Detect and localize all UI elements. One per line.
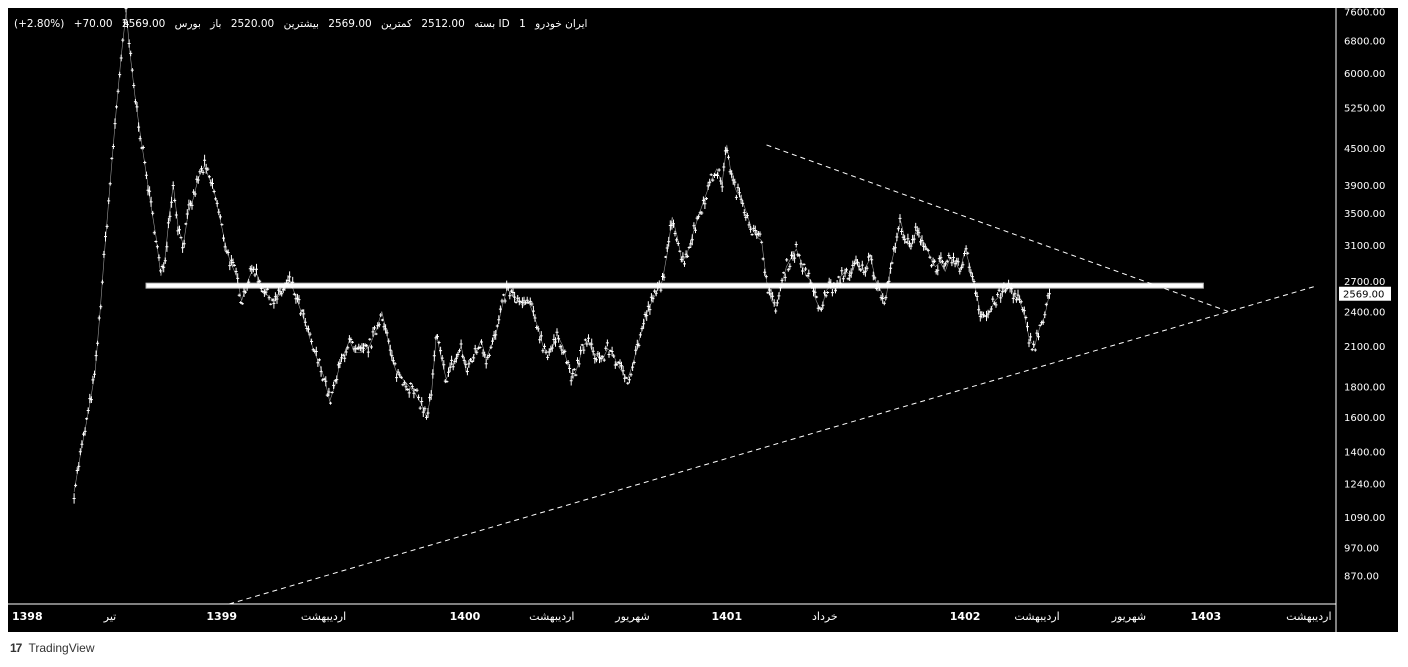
y-tick-label: 2700.00 xyxy=(1344,277,1385,288)
legend-timeframe[interactable]: 1 xyxy=(519,18,526,30)
last-price-badge xyxy=(1339,286,1391,301)
y-tick-label: 5250.00 xyxy=(1344,104,1385,115)
legend-high-value: 2569.00 xyxy=(328,18,372,30)
price-series-line xyxy=(73,11,1050,492)
legend-low-value: 2512.00 xyxy=(421,18,465,30)
y-tick-label: 1600.00 xyxy=(1344,413,1385,424)
y-tick-label: 1240.00 xyxy=(1344,479,1385,490)
x-tick-label: شهریور xyxy=(1111,610,1146,623)
x-tick-label: 1399 xyxy=(206,610,237,623)
y-tick-label: 2100.00 xyxy=(1344,342,1385,353)
y-tick-label: 1800.00 xyxy=(1344,382,1385,393)
x-tick-label: 1398 xyxy=(12,610,43,623)
y-tick-label: 970.00 xyxy=(1344,543,1379,554)
legend-open-label: باز xyxy=(210,18,222,30)
y-tick-label: 3900.00 xyxy=(1344,181,1385,192)
legend-open-value: 2520.00 xyxy=(230,18,275,30)
y-tick-label: 3500.00 xyxy=(1344,209,1385,220)
x-tick-label: تیر xyxy=(103,610,116,623)
y-tick-label: 1090.00 xyxy=(1344,513,1385,524)
legend-low-label: کمترین xyxy=(381,18,412,30)
chart-area[interactable]: 7600.00 6800.00 6000.00 5250.00 4500.00 3900.… xyxy=(8,8,1398,632)
x-tick-label: 1401 xyxy=(712,610,743,623)
footer: 17 TradingView xyxy=(10,641,95,655)
x-tick-label: 1402 xyxy=(950,610,981,623)
legend-close-value: 2569.00 xyxy=(121,18,166,30)
trendline-support-line xyxy=(229,285,1318,605)
trendline-resistance-line xyxy=(766,144,1229,312)
legend-symbol[interactable]: ایران خودرو xyxy=(535,18,588,30)
y-tick-label: 3100.00 xyxy=(1344,241,1385,252)
legend-source: بورس ID xyxy=(174,18,510,30)
x-tick-label: اردیبهشت xyxy=(529,610,574,623)
y-tick-label: 7600.00 xyxy=(1344,8,1385,18)
y-tick-label: 6800.00 xyxy=(1344,36,1385,47)
x-tick-label: 1400 xyxy=(450,610,481,623)
x-tick-label: 1403 xyxy=(1191,610,1222,623)
price-series-bars xyxy=(72,8,1051,504)
y-tick-label: 2400.00 xyxy=(1344,307,1385,318)
x-tick-label: اردیبهشت xyxy=(1286,610,1331,623)
legend-high-label: بیشترین xyxy=(283,18,319,30)
ohlc-legend: (+2.80%) +70.00 2569.00 بسته 2512.00 کمت… xyxy=(8,18,587,30)
price-chart[interactable]: 7600.00 6800.00 6000.00 5250.00 4500.00 3900.… xyxy=(8,8,1398,632)
x-tick-label: اردیبهشت xyxy=(1014,610,1059,623)
last-price-label: 2569.00 xyxy=(1343,290,1384,301)
horizontal-level-line xyxy=(145,282,1204,289)
x-tick-label: اردیبهشت xyxy=(301,610,346,623)
y-tick-label: 1400.00 xyxy=(1344,448,1385,459)
legend-change: +70.00 xyxy=(73,18,113,30)
y-tick-label: 6000.00 xyxy=(1344,69,1385,80)
x-tick-label: شهریور xyxy=(614,610,649,623)
x-tick-label: خرداد xyxy=(812,610,838,623)
legend-change-pct: (+2.80%) xyxy=(14,18,65,30)
tradingview-logo-icon[interactable]: 17 xyxy=(10,641,22,655)
y-tick-label: 870.00 xyxy=(1344,572,1379,583)
legend-close-label: بسته xyxy=(474,18,496,30)
y-tick-label: 4500.00 xyxy=(1344,144,1385,155)
brand-name[interactable]: TradingView xyxy=(28,641,95,655)
